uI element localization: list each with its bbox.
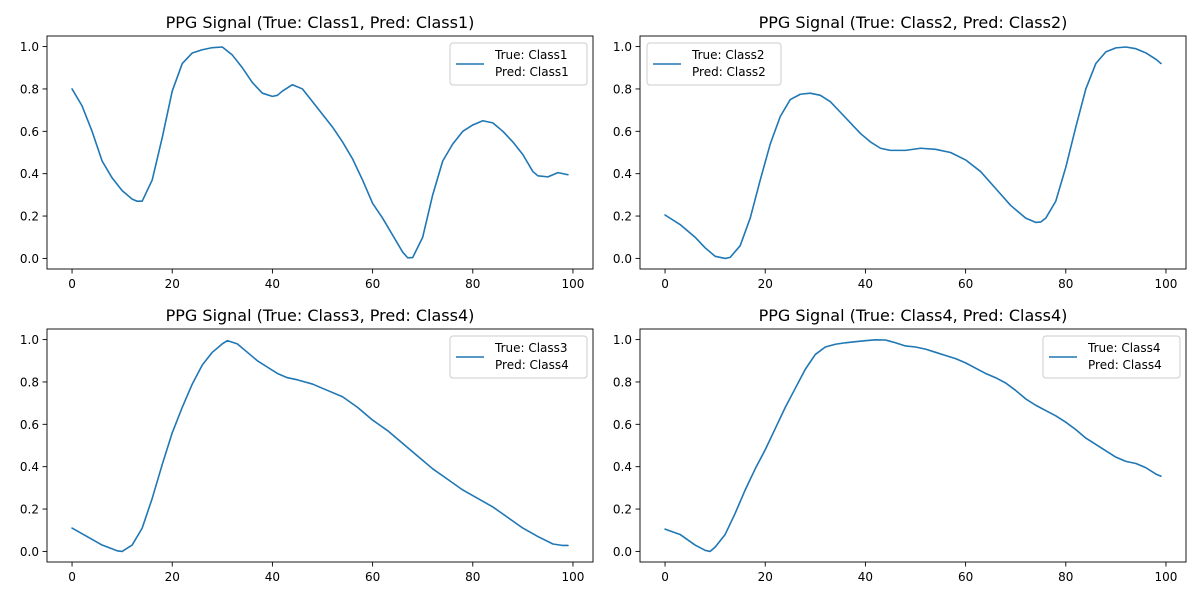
y-tick-label: 0.6 [20,125,39,139]
legend-label: True: Class3 [494,341,568,355]
chart-title: PPG Signal (True: Class4, Pred: Class4) [759,306,1068,325]
axes-frame [639,35,1187,270]
y-tick-label: 0.2 [613,210,632,224]
y-tick-label: 0.0 [20,545,39,559]
x-tick-label: 80 [465,277,480,291]
series-line [664,46,1162,260]
series-line [71,339,569,553]
y-tick-label: 0.8 [20,375,39,389]
legend-label: True: Class4 [1087,341,1161,355]
y-tick-label: 0.8 [613,82,632,96]
x-tick-label: 20 [758,277,773,291]
x-tick-label: 100 [1155,570,1178,584]
x-tick-label: 40 [858,277,873,291]
x-tick-label: 100 [562,277,585,291]
x-tick-label: 80 [1058,570,1073,584]
y-tick-label: 1.0 [20,40,39,54]
y-tick-label: 1.0 [613,40,632,54]
y-tick-label: 0.8 [20,82,39,96]
y-tick-label: 0.0 [20,252,39,266]
x-tick-label: 20 [165,570,180,584]
y-tick-label: 0.2 [613,503,632,517]
subplot-3: PPG Signal (True: Class3, Pred: Class4) 0… [20,306,594,584]
x-tick-label: 20 [758,570,773,584]
y-tick-label: 0.6 [613,125,632,139]
y-tick-label: 0.0 [613,545,632,559]
x-tick-label: 0 [68,277,76,291]
y-tick-label: 0.4 [613,460,632,474]
chart-title: PPG Signal (True: Class3, Pred: Class4) [166,306,475,325]
legend-label: Pred: Class2 [692,65,766,79]
x-tick-label: 60 [365,570,380,584]
x-tick-label: 40 [265,570,280,584]
y-tick-label: 0.4 [20,167,39,181]
x-tick-label: 60 [958,570,973,584]
y-tick-label: 1.0 [613,333,632,347]
y-tick-label: 0.6 [613,418,632,432]
series-line [71,46,569,259]
legend: True: Class3 Pred: Class4 [449,335,588,379]
x-tick-label: 60 [365,277,380,291]
y-tick-label: 0.4 [613,167,632,181]
y-tick-label: 0.2 [20,210,39,224]
x-tick-label: 40 [265,277,280,291]
y-tick-label: 0.0 [613,252,632,266]
legend-label: Pred: Class4 [1088,358,1162,372]
series-line [664,338,1162,553]
axes-frame [46,35,594,270]
chart-title: PPG Signal (True: Class1, Pred: Class1) [166,13,475,32]
y-tick-label: 0.6 [20,418,39,432]
x-tick-label: 80 [1058,277,1073,291]
x-tick-label: 0 [661,570,669,584]
legend-box [449,335,588,379]
x-tick-label: 100 [1155,277,1178,291]
axes-frame [639,328,1187,563]
subplot-2: PPG Signal (True: Class2, Pred: Class2) 0… [613,13,1187,291]
axes-frame [46,328,594,563]
x-tick-label: 20 [165,277,180,291]
y-tick-label: 1.0 [20,333,39,347]
x-tick-label: 60 [958,277,973,291]
legend: True: Class4 Pred: Class4 [1042,335,1181,379]
legend: True: Class2 Pred: Class2 [646,42,782,86]
y-tick-label: 0.4 [20,460,39,474]
x-tick-label: 0 [68,570,76,584]
legend-box [646,42,782,86]
legend-label: True: Class2 [691,48,765,62]
legend-box [449,42,588,86]
legend: True: Class1 Pred: Class1 [449,42,588,86]
legend-label: True: Class1 [494,48,568,62]
legend-label: Pred: Class4 [495,358,569,372]
x-tick-label: 40 [858,570,873,584]
x-tick-label: 80 [465,570,480,584]
x-tick-label: 0 [661,277,669,291]
x-tick-label: 100 [562,570,585,584]
y-tick-label: 0.2 [20,503,39,517]
legend-label: Pred: Class1 [495,65,569,79]
subplot-4: PPG Signal (True: Class4, Pred: Class4) 0… [613,306,1187,584]
legend-box [1042,335,1181,379]
subplot-1: PPG Signal (True: Class1, Pred: Class1) 0… [20,13,594,291]
chart-title: PPG Signal (True: Class2, Pred: Class2) [759,13,1068,32]
y-tick-label: 0.8 [613,375,632,389]
